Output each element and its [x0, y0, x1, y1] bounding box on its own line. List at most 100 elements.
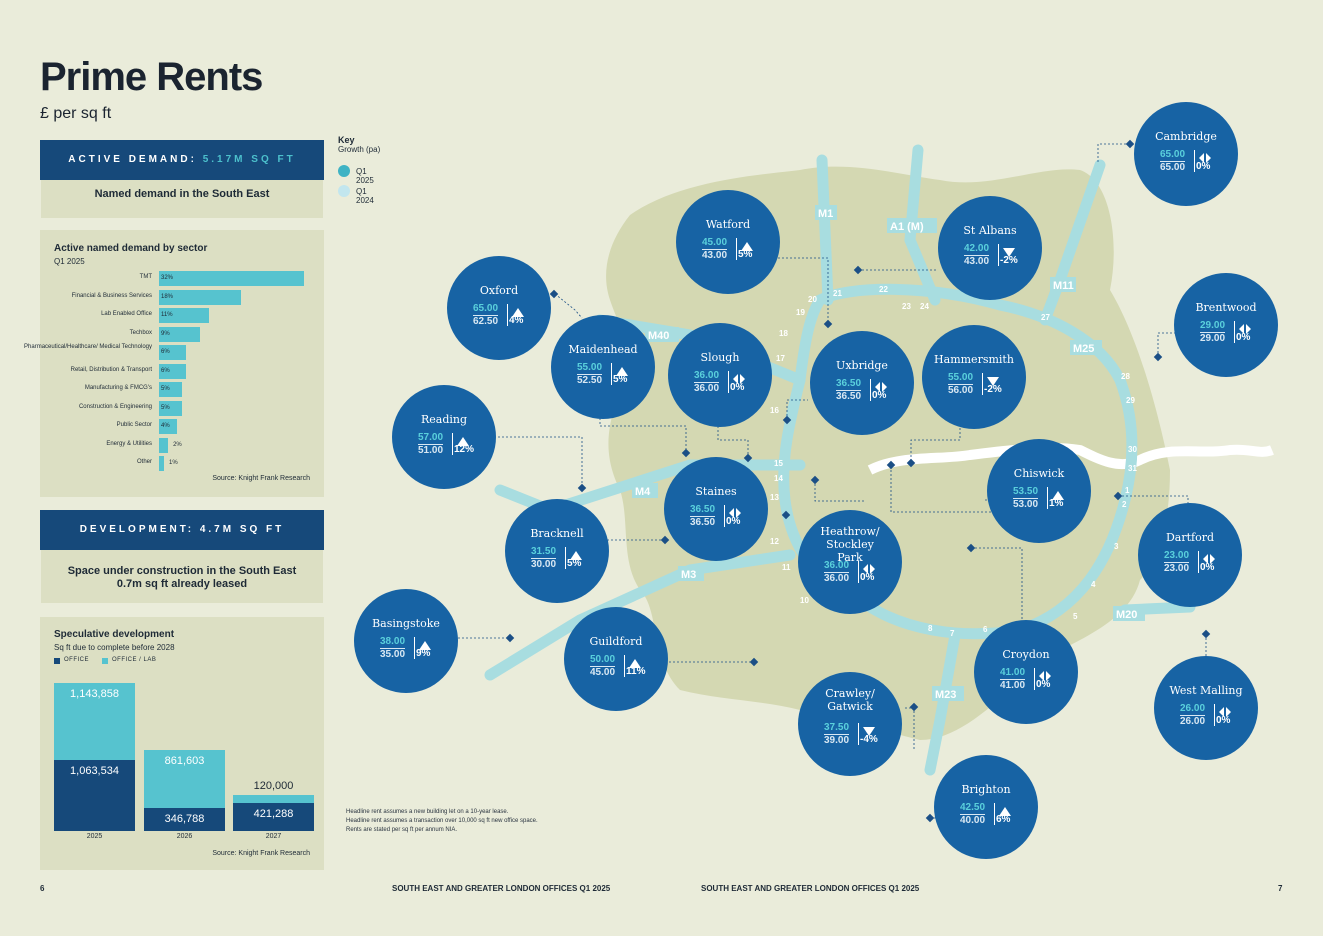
legend-office-label: OFFICE	[64, 657, 89, 663]
growth-percent: 11%	[626, 666, 646, 677]
rent-q1-2025: 50.00	[590, 654, 616, 665]
spec-value-office: 421,288	[253, 807, 294, 820]
value-separator	[414, 637, 415, 659]
junction-label: 10	[800, 596, 809, 605]
rent-q1-2025: 29.00	[1200, 320, 1226, 331]
sector-row: Energy & Utilities 2%	[40, 437, 324, 454]
location-circle[interactable]: Cambridge 65.00 65.00 0%	[1134, 102, 1238, 206]
value-separator	[994, 803, 995, 825]
road-label: M11	[1053, 280, 1074, 292]
growth-percent: -4%	[860, 734, 878, 745]
value-separator	[998, 244, 999, 266]
location-circle[interactable]: Heathrow/ Stockley Park 36.00 36.00 0%	[798, 510, 902, 614]
location-circle[interactable]: Uxbridge 36.50 36.50 0%	[810, 331, 914, 435]
location-circle[interactable]: Maidenhead 55.00 52.50 5%	[551, 315, 655, 419]
location-circle[interactable]: Reading 57.00 51.00 12%	[392, 385, 496, 489]
sector-row: Techbox 9%	[40, 326, 324, 343]
junction-label: 3	[1114, 542, 1119, 551]
sector-label: Techbox	[129, 329, 152, 336]
location-circle[interactable]: Bracknell 31.50 30.00 5%	[505, 499, 609, 603]
junction-label: 19	[796, 308, 805, 317]
location-circle[interactable]: Watford 45.00 43.00 5%	[676, 190, 780, 294]
location-circle[interactable]: Guildford 50.00 45.00 11%	[564, 607, 668, 711]
junction-label: 28	[1121, 372, 1130, 381]
sector-chart-title: Active named demand by sector	[54, 243, 208, 254]
location-name: Heathrow/ Stockley Park	[820, 525, 880, 564]
connector-lines	[458, 143, 1207, 819]
sector-value-label: 4%	[161, 423, 170, 429]
key-subtitle: Growth (pa)	[338, 145, 381, 154]
spec-year-label: 2027	[265, 833, 282, 840]
sector-bar	[159, 437, 169, 453]
spec-value-lab: 861,603	[164, 754, 205, 767]
development-banner: DEVELOPMENT: 4.7M SQ FT	[40, 510, 324, 550]
rent-q1-2025: 23.00	[1164, 550, 1190, 561]
sector-label: Retail, Distribution & Transport	[70, 366, 152, 373]
location-name: Uxbridge	[836, 359, 888, 372]
junction-label: 11	[782, 563, 791, 572]
location-circle[interactable]: Brentwood 29.00 29.00 0%	[1174, 273, 1278, 377]
arrows-flat-icon	[1238, 321, 1252, 334]
location-circle[interactable]: Dartford 23.00 23.00 0%	[1138, 503, 1242, 607]
location-circle[interactable]: Staines 36.50 36.50 0%	[664, 457, 768, 561]
rent-q1-2024: 45.00	[590, 666, 616, 678]
value-separator	[736, 238, 737, 260]
sector-bar	[159, 326, 200, 342]
junction-label: 27	[1041, 313, 1050, 322]
location-circle[interactable]: Hammersmith 55.00 56.00 -2%	[922, 325, 1026, 429]
sector-value-label: 11%	[161, 312, 173, 318]
location-name: Cambridge	[1155, 130, 1217, 143]
growth-percent: 5%	[567, 558, 582, 569]
rent-q1-2025: 45.00	[702, 237, 728, 248]
rent-q1-2024: 36.50	[836, 390, 862, 402]
spec-chart-panel: Speculative development Sq ft due to com…	[40, 617, 324, 870]
m3	[484, 549, 796, 681]
development-caption: Space under construction in the South Ea…	[41, 550, 323, 603]
key-q1-2025-swatch	[338, 165, 350, 177]
growth-percent: -2%	[984, 384, 1002, 395]
junction-label: 22	[879, 285, 888, 294]
legend-office-swatch	[54, 658, 60, 664]
junction-label: 17	[776, 354, 785, 363]
location-name: Slough	[700, 351, 740, 364]
junction-label: 16	[770, 406, 779, 415]
value-separator	[1214, 704, 1215, 726]
sector-bar	[159, 419, 178, 434]
sector-row: Financial & Business Services 18%	[40, 289, 324, 306]
arrow-down-icon	[986, 373, 1000, 386]
sector-label: Public Sector	[116, 422, 152, 428]
value-separator	[507, 304, 508, 326]
sector-bar	[159, 345, 187, 360]
page-title: Prime Rents	[40, 55, 263, 99]
page-subtitle: £ per sq ft	[40, 105, 112, 122]
location-name: Bracknell	[530, 527, 584, 540]
junction-label: 23	[902, 302, 911, 311]
junction-label: 8	[928, 624, 933, 633]
sector-row: Pharmaceutical/Healthcare/ Medical Techn…	[24, 344, 324, 361]
location-circle[interactable]: St Albans 42.00 43.00 -2%	[938, 196, 1042, 300]
rent-q1-2024: 56.00	[948, 384, 974, 396]
footer-title-right: SOUTH EAST AND GREATER LONDON OFFICES Q1…	[701, 884, 920, 893]
junction-label: 24	[920, 302, 929, 311]
rent-q1-2024: 36.00	[824, 572, 850, 584]
road-label: M20	[1116, 609, 1137, 621]
location-circle[interactable]: Slough 36.00 36.00 0%	[668, 323, 772, 427]
value-separator	[1198, 551, 1199, 573]
rent-q1-2025: 65.00	[1160, 149, 1186, 160]
arrows-flat-icon	[732, 371, 746, 384]
location-circle[interactable]: West Malling 26.00 26.00 0%	[1154, 656, 1258, 760]
location-name: Crawley/ Gatwick	[825, 687, 875, 713]
location-circle[interactable]: Oxford 65.00 62.50 4%	[447, 256, 551, 360]
location-circle[interactable]: Croydon 41.00 41.00 0%	[974, 620, 1078, 724]
location-circle[interactable]: Crawley/ Gatwick 37.50 39.00 -4%	[798, 672, 902, 776]
location-circle[interactable]: Basingstoke 38.00 35.00 9%	[354, 589, 458, 693]
sector-value-label: 6%	[161, 349, 170, 355]
active-demand-banner: ACTIVE DEMAND: 5.17M SQ FT	[40, 140, 324, 180]
location-circle[interactable]: Chiswick 53.50 53.00 1%	[987, 439, 1091, 543]
location-circle[interactable]: Brighton 42.50 40.00 6%	[934, 755, 1038, 859]
arrow-down-icon	[862, 723, 876, 736]
footer-title-left: SOUTH EAST AND GREATER LONDON OFFICES Q1…	[392, 884, 611, 893]
a1m	[904, 144, 941, 306]
rent-q1-2024: 40.00	[960, 814, 986, 826]
